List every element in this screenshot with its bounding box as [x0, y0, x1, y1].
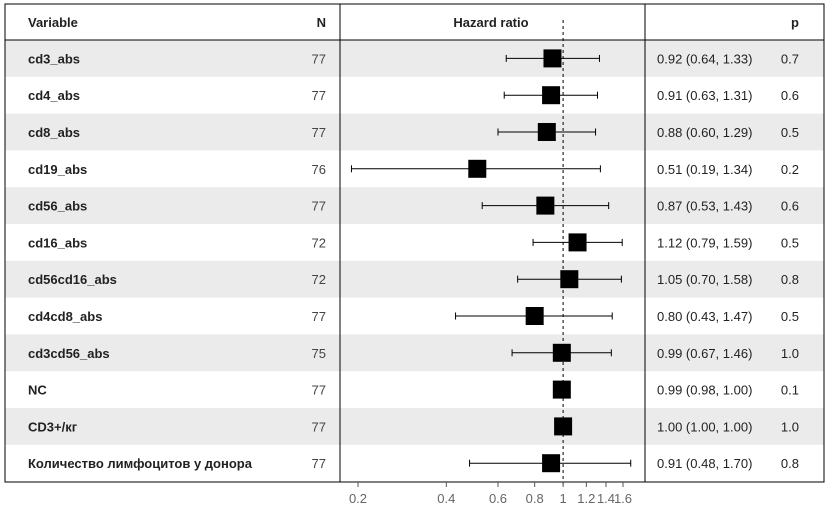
hr-marker: [542, 454, 561, 473]
row-p: 0.5: [781, 125, 799, 140]
x-tick-label: 1.6: [614, 491, 632, 506]
row-variable: CD3+/кг: [28, 419, 78, 434]
x-tick-label: 1: [559, 491, 566, 506]
row-ci: 1.00 (1.00, 1.00): [657, 419, 752, 434]
table-row: NC 77 0.99 (0.98, 1.00) 0.1: [28, 380, 799, 399]
row-n: 75: [312, 346, 326, 361]
row-variable: cd19_abs: [28, 162, 87, 177]
hr-marker: [542, 86, 561, 105]
row-variable: cd3cd56_abs: [28, 346, 110, 361]
row-ci: 0.88 (0.60, 1.29): [657, 125, 752, 140]
row-ci: 0.87 (0.53, 1.43): [657, 199, 752, 214]
row-n: 77: [312, 88, 326, 103]
row-p: 0.8: [781, 456, 799, 471]
row-ci: 0.99 (0.98, 1.00): [657, 383, 752, 398]
row-n: 77: [312, 309, 326, 324]
hr-marker: [525, 307, 544, 325]
table-row: CD3+/кг 77 1.00 (1.00, 1.00) 1.0: [28, 417, 799, 436]
row-ci: 0.99 (0.67, 1.46): [657, 346, 752, 361]
header-p: p: [791, 15, 799, 30]
row-p: 0.6: [781, 88, 799, 103]
row-p: 0.7: [781, 51, 799, 66]
row-ci: 1.12 (0.79, 1.59): [657, 235, 752, 250]
row-variable: cd4cd8_abs: [28, 309, 102, 324]
hr-marker: [536, 196, 555, 215]
x-tick-label: 0.8: [526, 491, 544, 506]
row-variable: cd56_abs: [28, 199, 87, 214]
row-ci: 0.80 (0.43, 1.47): [657, 309, 752, 324]
row-p: 0.1: [781, 383, 799, 398]
hr-marker: [468, 159, 487, 178]
x-tick-label: 0.6: [489, 491, 507, 506]
row-variable: cd3_abs: [28, 51, 80, 66]
row-stripe: [5, 187, 824, 224]
row-p: 1.0: [781, 419, 799, 434]
row-p: 0.8: [781, 272, 799, 287]
row-variable: NC: [28, 383, 47, 398]
hr-marker: [552, 380, 571, 399]
x-tick-label: 1.2: [577, 491, 595, 506]
hr-marker: [560, 270, 579, 289]
hr-marker: [554, 417, 573, 436]
table-row: Количество лимфоцитов у донора 77 0.91 (0.…: [28, 454, 799, 473]
row-variable: cd8_abs: [28, 125, 80, 140]
hr-marker: [552, 343, 571, 362]
row-ci: 0.92 (0.64, 1.33): [657, 51, 752, 66]
table-row: cd56cd16_abs 72 1.05 (0.70, 1.58) 0.8: [28, 270, 799, 289]
row-n: 77: [312, 125, 326, 140]
table-row: cd3_abs 77 0.92 (0.64, 1.33) 0.7: [28, 49, 799, 68]
row-n: 72: [312, 235, 326, 250]
row-n: 77: [312, 383, 326, 398]
table-row: cd4cd8_abs 77 0.80 (0.43, 1.47) 0.5: [28, 307, 799, 325]
hr-marker: [537, 123, 556, 141]
data-rows: cd3_abs 77 0.92 (0.64, 1.33) 0.7 cd4_abs 77 0.…: [28, 49, 799, 473]
x-axis: 0.2 0.4 0.6 0.8 1 1.2 1.41.6: [349, 482, 632, 506]
header-row: Variable N Hazard ratio p: [28, 15, 799, 30]
header-hazard-ratio: Hazard ratio: [453, 15, 528, 30]
header-n: N: [317, 15, 326, 30]
row-variable: cd56cd16_abs: [28, 272, 117, 287]
x-tick-label: 1.4: [597, 491, 615, 506]
row-n: 76: [312, 162, 326, 177]
row-ci: 0.91 (0.48, 1.70): [657, 456, 752, 471]
row-stripe: [5, 334, 824, 372]
table-row: cd16_abs 72 1.12 (0.79, 1.59) 0.5: [28, 233, 799, 252]
row-variable: cd16_abs: [28, 235, 87, 250]
row-stripe: [5, 113, 824, 151]
row-n: 77: [312, 199, 326, 214]
header-variable: Variable: [28, 15, 78, 30]
row-variable: cd4_abs: [28, 88, 80, 103]
row-n: 77: [312, 456, 326, 471]
row-n: 72: [312, 272, 326, 287]
row-p: 0.5: [781, 235, 799, 250]
row-p: 0.5: [781, 309, 799, 324]
row-p: 0.2: [781, 162, 799, 177]
table-row: cd8_abs 77 0.88 (0.60, 1.29) 0.5: [28, 123, 799, 141]
table-row: cd4_abs 77 0.91 (0.63, 1.31) 0.6: [28, 86, 799, 105]
row-p: 0.6: [781, 199, 799, 214]
row-stripe: [5, 260, 824, 298]
hr-marker: [568, 233, 587, 252]
row-n: 77: [312, 51, 326, 66]
table-row: cd3cd56_abs 75 0.99 (0.67, 1.46) 1.0: [28, 343, 799, 362]
row-p: 1.0: [781, 346, 799, 361]
table-row: cd56_abs 77 0.87 (0.53, 1.43) 0.6: [28, 196, 799, 215]
row-stripe: [5, 408, 824, 445]
row-ci: 0.91 (0.63, 1.31): [657, 88, 752, 103]
hr-marker: [543, 49, 562, 68]
x-tick-label: 0.4: [437, 491, 455, 506]
row-ci: 0.51 (0.19, 1.34): [657, 162, 752, 177]
table-frame: [4, 3, 825, 483]
row-stripe: [5, 40, 824, 77]
row-ci: 1.05 (0.70, 1.58): [657, 272, 752, 287]
row-n: 77: [312, 419, 326, 434]
row-variable: Количество лимфоцитов у донора: [28, 456, 253, 471]
row-stripes: [5, 40, 824, 445]
x-tick-label: 0.2: [349, 491, 367, 506]
table-row: cd19_abs 76 0.51 (0.19, 1.34) 0.2: [28, 159, 799, 178]
